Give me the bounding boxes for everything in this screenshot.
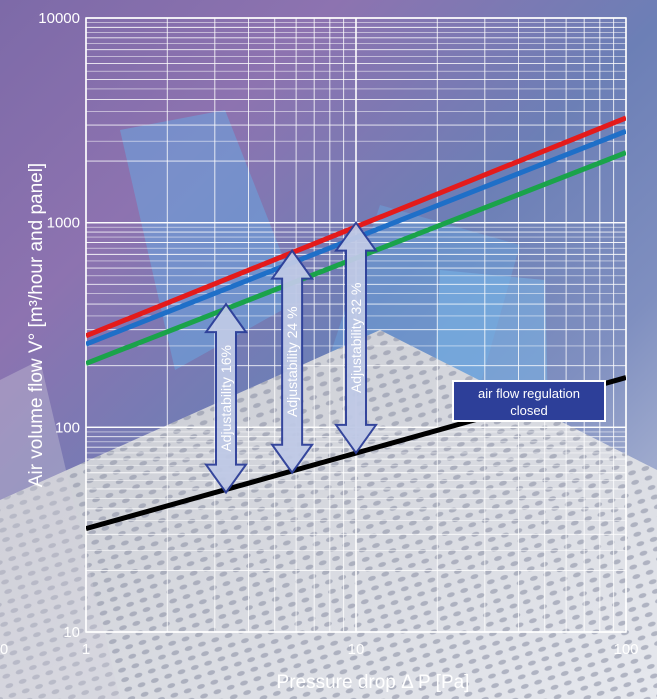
y-axis-title: Air volume flow V° [m³/hour and panel]: [26, 163, 47, 487]
y-tick-label: 10000: [38, 10, 80, 27]
adjustability-arrow-3: [334, 220, 378, 455]
outside-tick-label: 0: [0, 641, 8, 658]
x-tick-label: 10: [348, 641, 365, 658]
x-axis-title: Pressure drop Δ P [Pa]: [277, 672, 470, 693]
closed-regulation-label-line2: closed: [510, 403, 548, 418]
arrows-layer: Adjustability 16% Adjustability 24 % Adjus…: [204, 220, 378, 495]
closed-regulation-label-line1: air flow regulation: [478, 386, 580, 401]
adjustability-arrow-1: [204, 302, 248, 495]
y-tick-label: 1000: [47, 215, 80, 232]
y-tick-label: 10: [63, 624, 80, 641]
adjustability-label-2: Adjustability 24 %: [284, 306, 300, 417]
x-tick-label: 1: [82, 641, 90, 658]
x-tick-label: 100: [613, 641, 638, 658]
adjustability-label-3: Adjustability 32 %: [348, 283, 364, 394]
closed-regulation-label: air flow regulation closed: [452, 380, 606, 422]
y-tick-label: 100: [55, 419, 80, 436]
adjustability-arrow-2: [270, 248, 315, 475]
adjustability-label-1: Adjustability 16%: [218, 345, 234, 452]
